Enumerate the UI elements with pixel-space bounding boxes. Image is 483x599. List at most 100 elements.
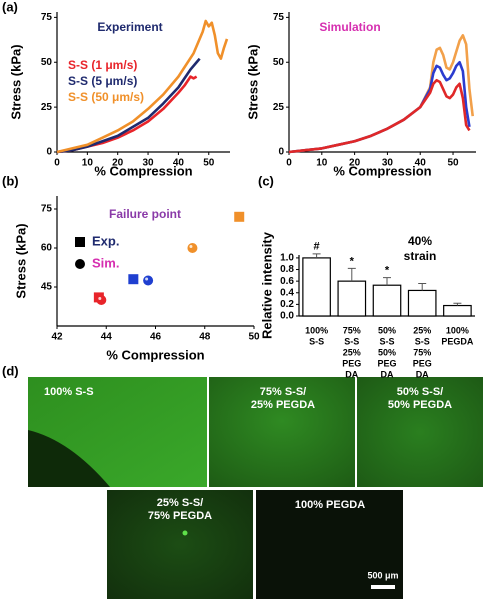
y-axis-label: Stress (kPa) <box>245 44 260 119</box>
panel-label: (a) <box>2 0 18 14</box>
x-tick-label: 20 <box>349 158 361 169</box>
legend-label: S-S (50 μm/s) <box>68 90 144 104</box>
x-tick-label: PEG <box>342 358 361 368</box>
micrograph-label: 25% S-S/ <box>157 497 203 509</box>
bar <box>302 257 331 317</box>
bar <box>337 280 367 317</box>
x-tick-label: 46 <box>150 332 162 343</box>
x-tick-label: 100% <box>446 325 469 335</box>
micrograph-label: 100% S-S <box>44 386 94 398</box>
x-tick-label: 50 <box>203 158 215 169</box>
legend-marker <box>75 259 85 269</box>
x-tick-label: DA <box>416 369 429 379</box>
x-axis-label: % Compression <box>106 347 204 362</box>
significance-mark: * <box>385 265 390 277</box>
y-tick-label: 75 <box>41 12 53 23</box>
y-tick-label: 0 <box>278 147 284 158</box>
line <box>288 60 471 154</box>
x-tick-label: 30 <box>142 158 154 169</box>
y-tick-label: 25 <box>273 102 285 113</box>
line <box>56 19 229 154</box>
x-tick-label: 0 <box>286 158 292 169</box>
x-tick-label: 10 <box>82 158 94 169</box>
x-axis-label: % Compression <box>94 163 192 178</box>
legend-label: Sim. <box>92 255 119 270</box>
micrograph-label: 100% PEGDA <box>295 499 365 511</box>
chart-title: Experiment <box>97 20 162 34</box>
error-bar <box>453 302 462 306</box>
chart-title: Failure point <box>109 207 181 221</box>
y-tick-label: 75 <box>273 12 285 23</box>
micrographs: 500 μm <box>28 377 483 599</box>
y-tick-label: 0.6 <box>280 276 294 287</box>
micrograph-edge <box>28 430 110 487</box>
y-tick-label: 75 <box>41 204 53 215</box>
line <box>56 57 201 154</box>
panel-label: (b) <box>2 173 19 188</box>
micrograph <box>107 490 253 599</box>
x-tick-label: 30 <box>382 158 394 169</box>
x-tick-label: S-S <box>415 336 430 346</box>
bar <box>372 284 402 317</box>
point <box>96 295 107 305</box>
x-tick-label: 50% <box>378 325 396 335</box>
micrograph-label: 75% PEGDA <box>148 510 212 522</box>
highlight <box>145 277 149 281</box>
speck <box>182 530 188 536</box>
y-axis-label: Relative intensity <box>259 231 274 339</box>
x-tick-label: PEG <box>413 358 432 368</box>
legend-label: S-S (5 μm/s) <box>68 74 137 88</box>
y-axis-label: Stress (kPa) <box>8 44 23 119</box>
micrograph-label: 50% PEGDA <box>388 399 452 411</box>
point <box>128 274 139 285</box>
scale-bar <box>371 585 395 589</box>
y-tick-label: 0.8 <box>280 264 294 275</box>
micrograph <box>209 377 355 487</box>
x-tick-label: 20 <box>112 158 124 169</box>
highlight <box>98 297 102 300</box>
panel-label: (c) <box>258 173 274 188</box>
legend-marker <box>75 237 85 247</box>
chart-title: Simulation <box>319 20 380 34</box>
x-tick-label: 75% <box>343 325 361 335</box>
micrograph <box>357 377 483 487</box>
x-tick-label: S-S <box>344 336 359 346</box>
x-tick-label: 48 <box>199 332 211 343</box>
x-tick-label: 75% <box>413 347 431 357</box>
x-tick-label: 25% <box>343 347 361 357</box>
x-tick-label: 50 <box>248 332 260 343</box>
y-tick-label: 0.0 <box>280 311 294 322</box>
legend-label: Exp. <box>92 233 119 248</box>
error-bar <box>347 267 356 282</box>
y-tick-label: 25 <box>41 102 53 113</box>
micrograph-label: 75% S-S/ <box>260 386 306 398</box>
x-tick-label: 50 <box>447 158 459 169</box>
highlight <box>189 245 193 248</box>
x-tick-label: 25% <box>413 325 431 335</box>
x-tick-label: DA <box>345 369 358 379</box>
bar <box>407 289 437 317</box>
micrograph <box>256 490 403 599</box>
point <box>143 275 154 286</box>
x-tick-label: 40 <box>415 158 427 169</box>
annotation: 40% <box>408 234 432 248</box>
bar <box>443 304 472 317</box>
panel-label: (d) <box>2 363 19 378</box>
significance-mark: # <box>314 241 320 253</box>
x-tick-label: 0 <box>54 158 60 169</box>
y-tick-label: 0.4 <box>280 287 294 298</box>
y-tick-label: 0 <box>46 147 52 158</box>
error-bar <box>418 282 427 291</box>
error-bar <box>383 277 391 286</box>
x-tick-label: 42 <box>51 332 63 343</box>
line <box>288 78 471 154</box>
x-tick-label: 40 <box>173 158 185 169</box>
x-tick-label: PEG <box>377 358 396 368</box>
point <box>234 211 245 222</box>
x-axis-label: % Compression <box>333 163 431 178</box>
y-tick-label: 0.2 <box>280 299 294 310</box>
x-tick-label: PEGDA <box>441 336 474 346</box>
micrograph-label: 25% PEGDA <box>251 399 315 411</box>
point <box>187 243 198 253</box>
